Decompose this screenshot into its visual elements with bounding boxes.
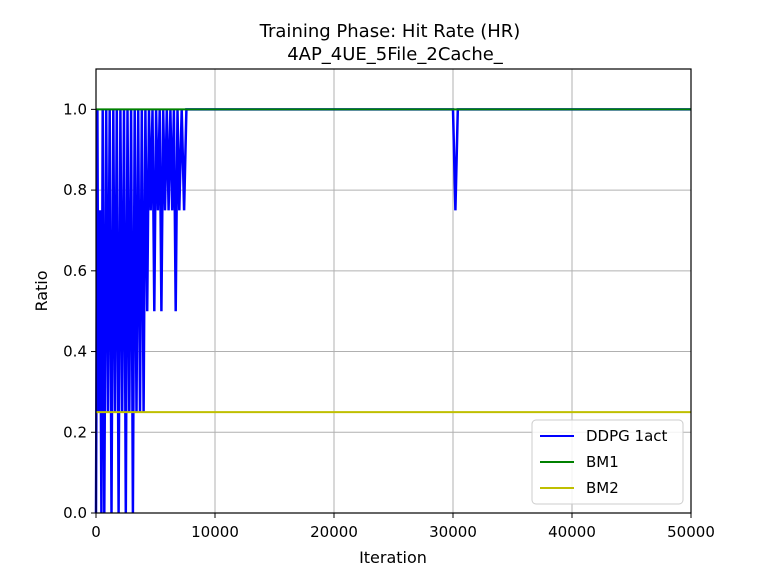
x-tick-label: 40000 bbox=[548, 523, 596, 541]
y-tick-label: 0.4 bbox=[63, 343, 87, 361]
y-tick-label: 0.6 bbox=[63, 262, 87, 280]
x-tick-label: 20000 bbox=[310, 523, 358, 541]
legend: DDPG 1act BM1 BM2 bbox=[531, 419, 684, 505]
x-axis-label: Iteration bbox=[359, 548, 427, 567]
chart-title: Training Phase: Hit Rate (HR) bbox=[259, 21, 521, 42]
x-tick-label: 30000 bbox=[429, 523, 477, 541]
ticks: 0 10000 20000 30000 40000 50000 0.0 0.2 0.4 0.6 0.… bbox=[63, 100, 715, 541]
axes bbox=[95, 68, 692, 514]
axes-frame bbox=[95, 68, 692, 514]
legend-label: BM2 bbox=[586, 479, 619, 497]
series-line-ddpg-1act bbox=[94, 108, 691, 514]
legend-box bbox=[531, 419, 684, 505]
x-tick-label: 10000 bbox=[191, 523, 239, 541]
chart-subtitle: 4AP_4UE_5File_2Cache_ bbox=[287, 44, 504, 65]
y-tick-label: 0.8 bbox=[63, 181, 87, 199]
y-tick-label: 0.2 bbox=[63, 423, 87, 441]
plot-area bbox=[94, 108, 691, 514]
y-tick-label: 1.0 bbox=[63, 100, 87, 118]
y-axis-label: Ratio bbox=[32, 270, 51, 311]
x-tick-label: 50000 bbox=[667, 523, 715, 541]
x-tick-label: 0 bbox=[91, 523, 101, 541]
legend-label: DDPG 1act bbox=[586, 427, 668, 445]
y-tick-label: 0.0 bbox=[63, 504, 87, 522]
legend-label: BM1 bbox=[586, 453, 619, 471]
